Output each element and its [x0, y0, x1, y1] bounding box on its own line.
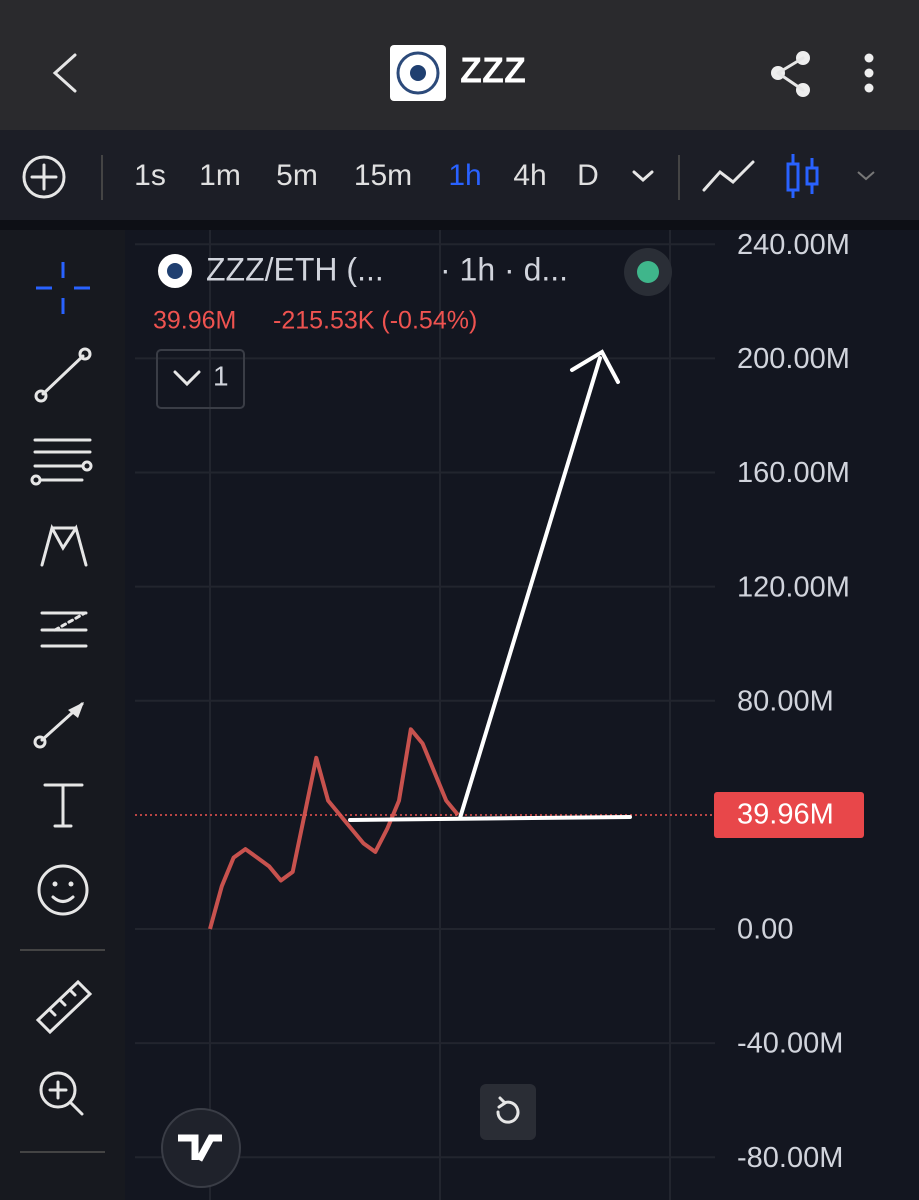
y-tick-label: -40.00M [737, 1028, 843, 1060]
collapse-count: 1 [213, 360, 229, 391]
y-tick-label: 0.00 [737, 914, 793, 946]
ruler-tool[interactable] [35, 979, 93, 1035]
divider [0, 220, 919, 230]
timeframe[interactable]: 1m [199, 159, 241, 192]
fib-tool[interactable] [40, 611, 88, 648]
collapse-button[interactable]: 1 [156, 349, 245, 409]
timeframe[interactable]: 4h [513, 159, 546, 192]
line-style[interactable] [702, 160, 755, 192]
y-tick-label: 120.00M [737, 571, 850, 603]
timeframe[interactable]: 1h [448, 159, 481, 192]
share-button[interactable] [771, 51, 810, 97]
status-dot [637, 261, 659, 283]
user-drawing [348, 349, 632, 822]
top-bar [0, 0, 919, 130]
back-button[interactable] [52, 53, 77, 93]
timeframe[interactable]: 1s [134, 159, 166, 192]
legend-price: 39.96M [153, 307, 236, 335]
y-tick-label: -80.00M [737, 1142, 843, 1174]
y-tick-label: 240.00M [737, 229, 850, 261]
timeframe[interactable]: 5m [276, 159, 318, 192]
last-price-box [714, 791, 864, 838]
price-line [208, 727, 460, 930]
pattern-tool[interactable] [40, 524, 88, 567]
crosshair-tool[interactable] [36, 262, 90, 314]
tradingview-logo [161, 1108, 241, 1188]
title: ZZZ [460, 50, 526, 91]
text-tool[interactable] [43, 783, 84, 828]
toolbar [0, 130, 919, 220]
more-styles[interactable] [857, 171, 875, 181]
sidebar [0, 230, 125, 1200]
legend-symbol: ZZZ/ETH (... [206, 251, 384, 287]
y-tick-label: 80.00M [737, 685, 834, 717]
y-tick-label: 200.00M [737, 343, 850, 375]
add-button[interactable] [22, 155, 66, 199]
menu-button[interactable] [864, 53, 874, 93]
legend-interval: · 1h · d... [440, 251, 568, 287]
y-tick-label: 160.00M [737, 457, 850, 489]
legend-change: -215.53K (-0.54%) [273, 307, 477, 335]
timeframe[interactable]: 15m [354, 159, 412, 192]
parallel-tool[interactable] [30, 438, 93, 486]
emoji-tool[interactable] [37, 864, 89, 916]
legend: ZZZ/ETH (... · 1h · d... 39.96M -215.53K… [153, 248, 672, 409]
trendline-tool[interactable] [34, 347, 92, 403]
arrow-tool[interactable] [33, 702, 84, 749]
candle-style[interactable] [786, 154, 819, 198]
timeframe[interactable]: D [577, 159, 599, 192]
token-logo [390, 45, 446, 101]
more-timeframes[interactable] [632, 170, 654, 183]
zoom-tool[interactable] [39, 1071, 84, 1116]
reset-button[interactable] [480, 1084, 536, 1140]
last-price-label: 39.96M [737, 799, 834, 831]
